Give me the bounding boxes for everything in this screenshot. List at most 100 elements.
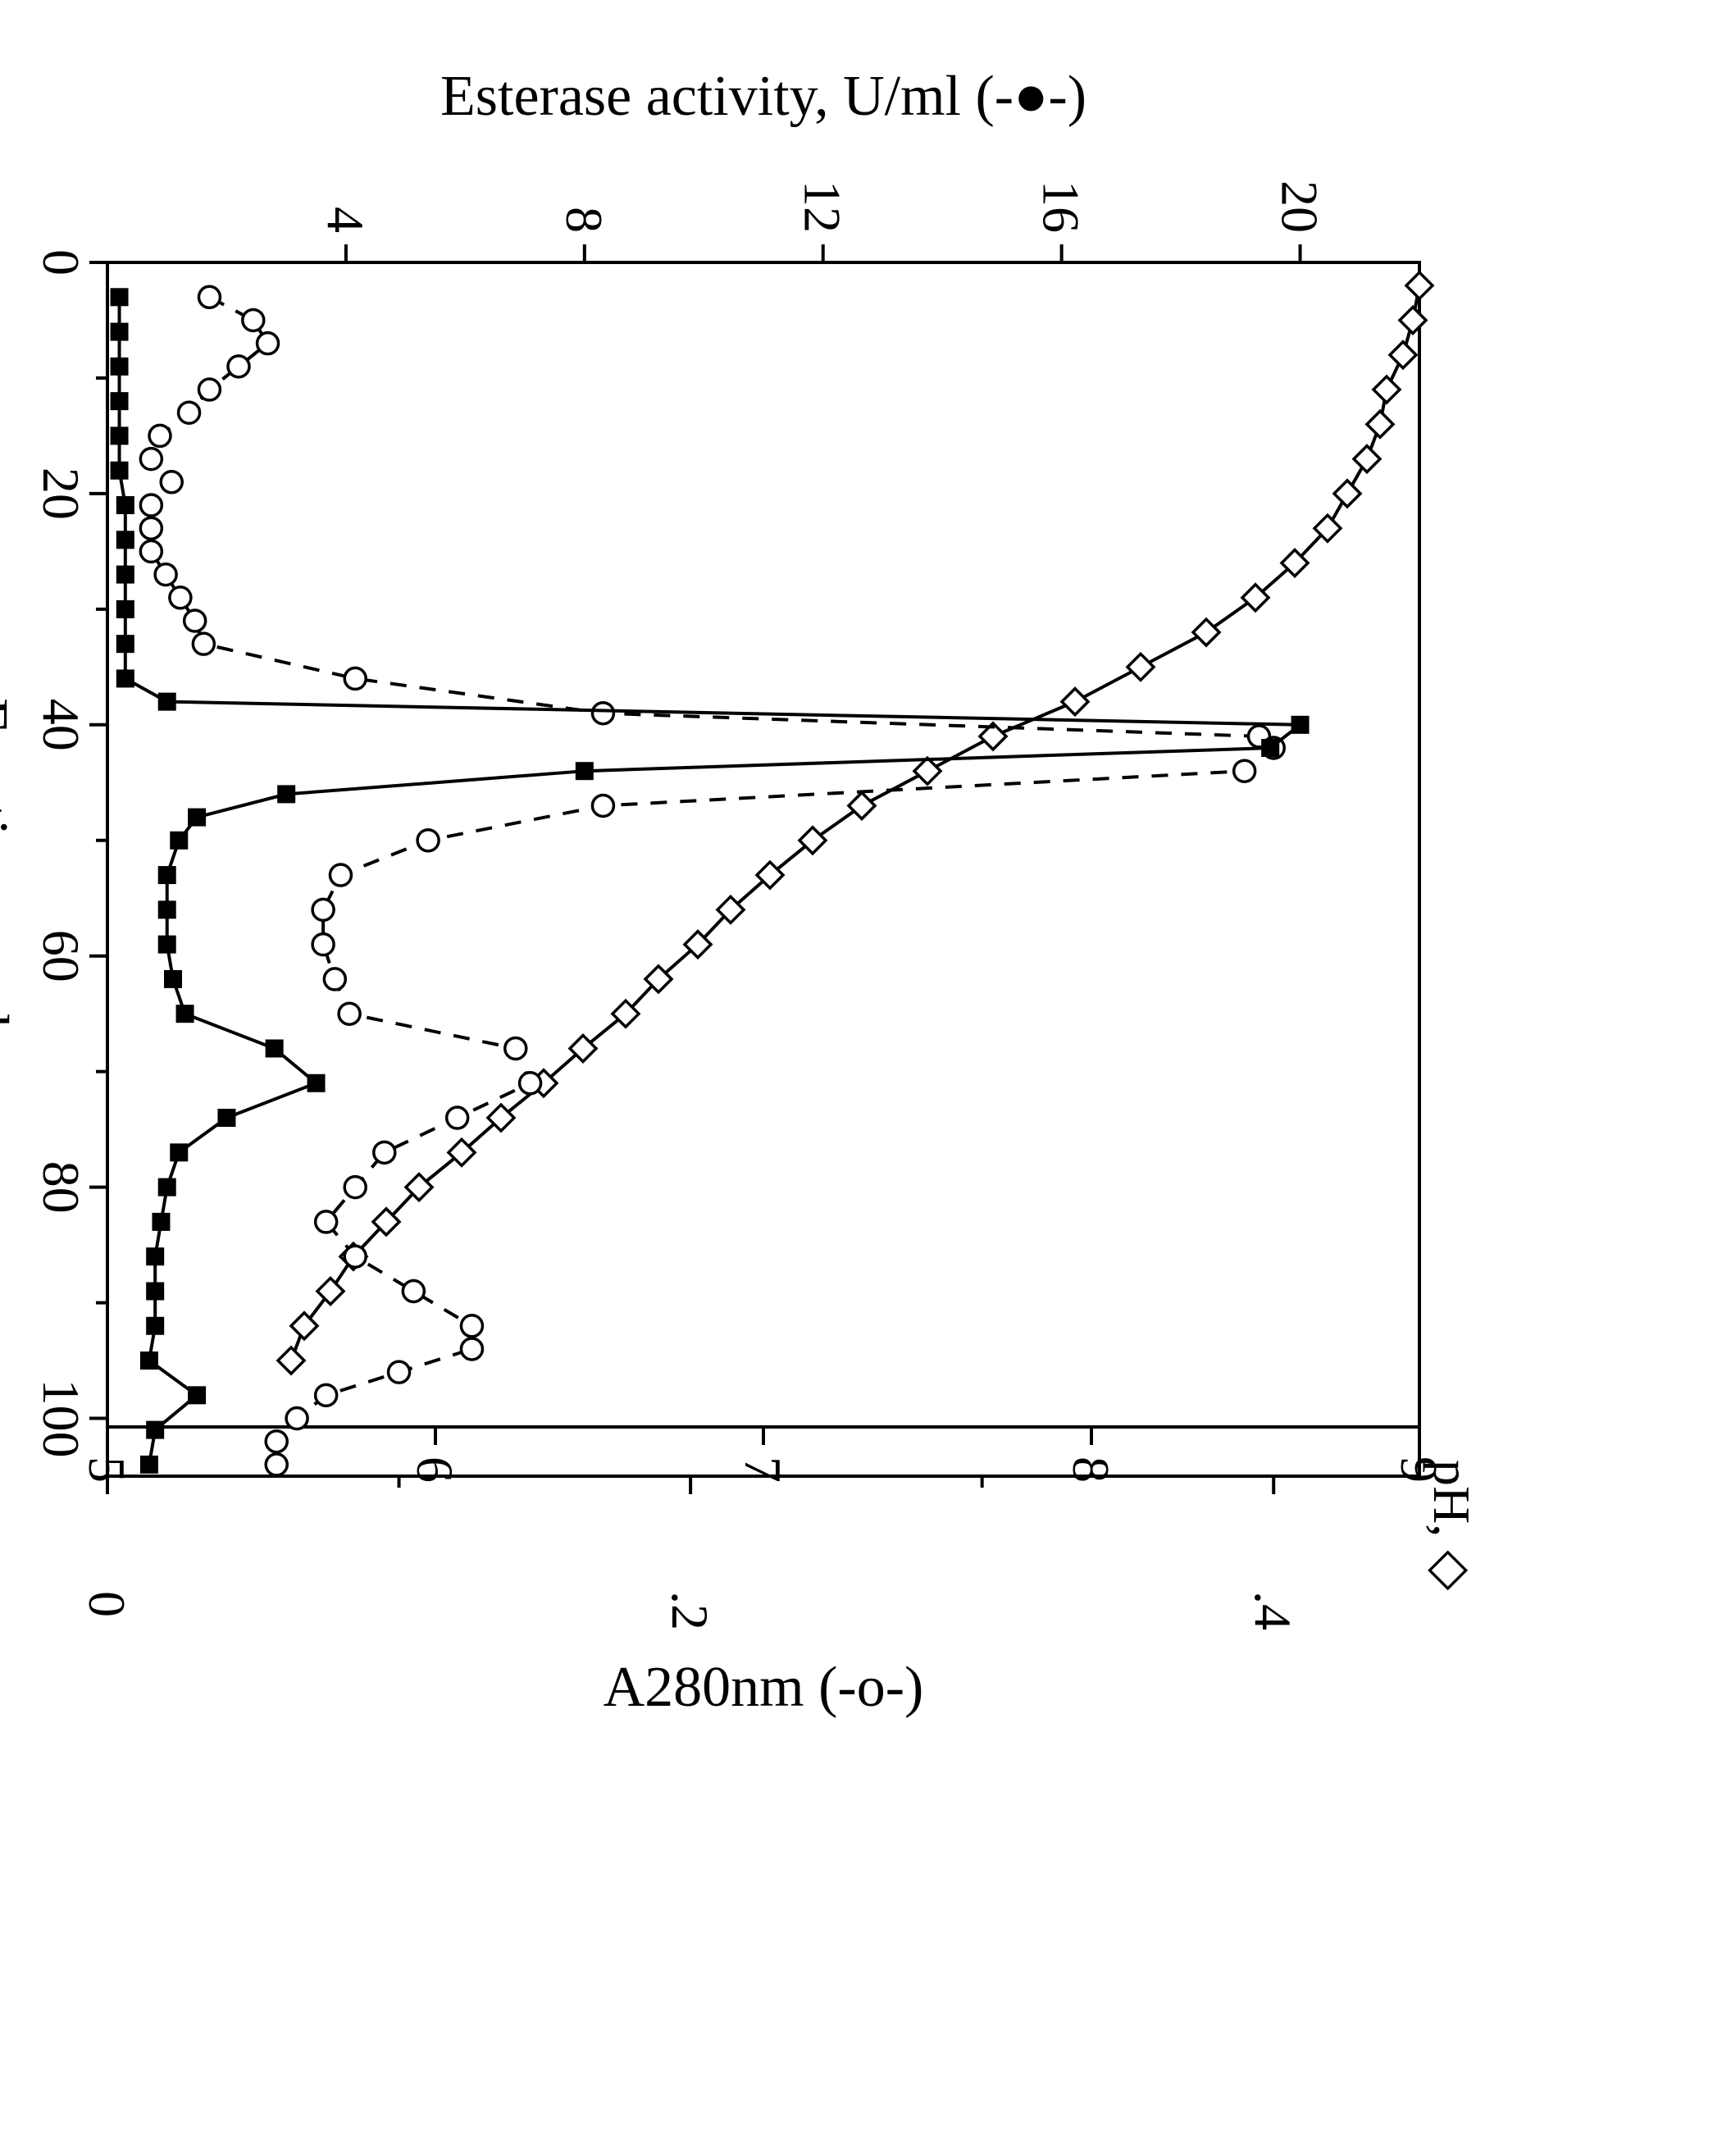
- series-esterase: [111, 288, 1310, 1474]
- marker-open-circle: [520, 1073, 541, 1094]
- marker-filled-square: [170, 1143, 188, 1161]
- marker-open-circle: [228, 356, 249, 377]
- marker-open-circle: [1234, 760, 1255, 782]
- marker-open-circle: [184, 610, 206, 631]
- marker-open-circle: [140, 540, 162, 562]
- marker-filled-square: [146, 1421, 164, 1439]
- marker-filled-square: [266, 1039, 284, 1057]
- series-ph: [278, 272, 1433, 1374]
- marker-filled-square: [116, 566, 134, 584]
- x-tick-label: 100: [32, 1379, 90, 1458]
- marker-filled-square: [116, 496, 134, 514]
- marker-open-circle: [447, 1107, 468, 1128]
- marker-filled-square: [116, 600, 134, 618]
- marker-open-circle: [161, 472, 182, 493]
- series-a280: [140, 286, 1284, 1475]
- marker-filled-square: [140, 1351, 158, 1370]
- y-right2-tick-label: .2: [661, 1591, 719, 1630]
- marker-filled-square: [176, 1005, 194, 1023]
- marker-open-circle: [330, 864, 351, 886]
- marker-filled-square: [152, 1213, 170, 1231]
- marker-open-diamond: [1127, 654, 1154, 680]
- marker-open-circle: [179, 402, 200, 423]
- marker-open-diamond: [291, 1313, 317, 1339]
- marker-filled-square: [158, 900, 176, 918]
- marker-open-circle: [312, 934, 334, 955]
- marker-open-circle: [316, 1384, 337, 1406]
- marker-open-circle: [461, 1338, 482, 1360]
- marker-filled-square: [170, 832, 188, 850]
- marker-open-circle: [193, 633, 214, 654]
- marker-filled-square: [277, 785, 295, 803]
- marker-filled-square: [140, 1456, 158, 1474]
- marker-filled-square: [146, 1247, 164, 1265]
- marker-filled-square: [158, 936, 176, 954]
- marker-open-circle: [417, 830, 439, 851]
- marker-open-circle: [198, 286, 220, 308]
- marker-filled-square: [111, 462, 129, 480]
- marker-open-diamond: [278, 1347, 304, 1374]
- marker-open-circle: [243, 309, 264, 330]
- marker-open-circle: [344, 668, 366, 689]
- marker-open-diamond: [317, 1278, 344, 1304]
- marker-filled-square: [1291, 716, 1310, 734]
- marker-open-circle: [140, 449, 162, 470]
- marker-open-circle: [339, 1003, 360, 1024]
- x-tick-label: 0: [32, 249, 90, 276]
- marker-open-diamond: [1062, 689, 1088, 715]
- marker-filled-square: [1261, 739, 1279, 757]
- marker-filled-square: [158, 693, 176, 711]
- marker-filled-square: [111, 392, 129, 410]
- marker-open-diamond: [1400, 307, 1426, 333]
- y-left-tick-label: 8: [555, 207, 613, 233]
- y-right1-tick-label: 8: [1062, 1456, 1120, 1483]
- marker-open-circle: [505, 1037, 526, 1059]
- y-right2-tick-label: 0: [78, 1591, 136, 1617]
- marker-open-circle: [403, 1280, 424, 1301]
- x-axis-label: Fraction number: [0, 698, 20, 1090]
- marker-open-circle: [592, 795, 613, 816]
- marker-open-circle: [257, 333, 279, 354]
- marker-filled-square: [146, 1282, 164, 1300]
- marker-filled-square: [158, 866, 176, 884]
- marker-filled-square: [576, 762, 594, 780]
- marker-filled-square: [111, 323, 129, 341]
- marker-open-circle: [266, 1454, 287, 1475]
- marker-filled-square: [116, 669, 134, 687]
- marker-open-diamond: [914, 758, 941, 784]
- x-tick-label: 20: [32, 467, 90, 520]
- y-left-tick-label: 4: [317, 207, 375, 233]
- marker-open-circle: [324, 969, 345, 990]
- marker-open-circle: [155, 564, 176, 586]
- marker-open-circle: [312, 899, 334, 920]
- y-left-tick-label: 12: [794, 180, 852, 233]
- marker-open-diamond: [1390, 342, 1416, 368]
- marker-filled-square: [146, 1317, 164, 1335]
- marker-open-circle: [140, 495, 162, 516]
- marker-open-circle: [316, 1211, 337, 1233]
- y-left-tick-label: 16: [1032, 180, 1091, 233]
- marker-open-diamond: [1373, 376, 1400, 403]
- marker-open-diamond: [1367, 411, 1393, 437]
- marker-filled-square: [164, 970, 182, 988]
- x-tick-label: 40: [32, 699, 90, 751]
- marker-filled-square: [111, 288, 129, 306]
- y-right1-tick-label: 7: [734, 1456, 792, 1483]
- marker-filled-square: [111, 426, 129, 444]
- marker-filled-square: [188, 1386, 206, 1404]
- marker-open-circle: [344, 1246, 366, 1267]
- marker-open-circle: [198, 379, 220, 400]
- marker-open-diamond: [849, 792, 875, 818]
- marker-open-diamond: [1354, 446, 1380, 472]
- marker-filled-square: [111, 358, 129, 376]
- y-right1-axis-label: pH, ◇: [1423, 1460, 1481, 1591]
- marker-open-circle: [170, 587, 191, 609]
- marker-filled-square: [188, 809, 206, 827]
- y-right2-axis-label: A280nm (-o-): [604, 1656, 924, 1719]
- marker-filled-square: [307, 1074, 326, 1092]
- chart-svg: 020406080100Fraction number48121620Ester…: [0, 0, 1731, 2156]
- marker-open-diamond: [1406, 272, 1433, 299]
- marker-filled-square: [116, 531, 134, 549]
- marker-filled-square: [217, 1109, 235, 1127]
- marker-open-diamond: [1193, 619, 1219, 645]
